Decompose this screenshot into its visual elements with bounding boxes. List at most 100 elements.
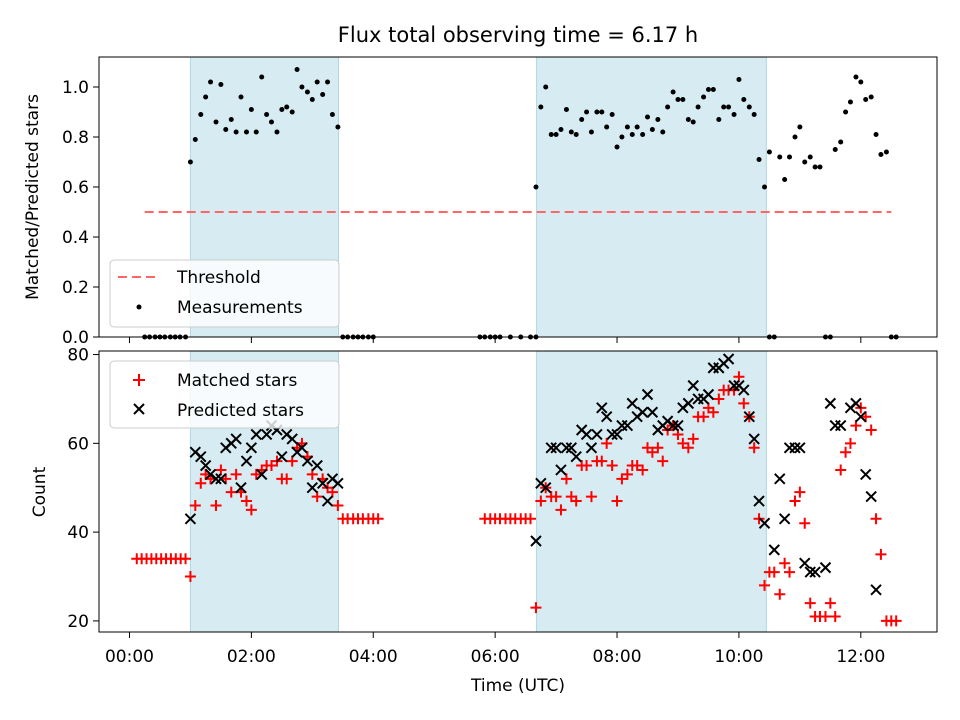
- top-legend: Threshold Measurements: [109, 259, 340, 328]
- predicted-star-point: [819, 561, 832, 574]
- x-axis-label: Time (UTC): [470, 676, 565, 696]
- measurement-point: [716, 117, 722, 122]
- threshold-legend-label: Threshold: [176, 268, 261, 288]
- y-tick-label: 0.6: [62, 178, 89, 198]
- matched-star-point: [311, 491, 323, 503]
- predicted-star-point: [743, 410, 755, 423]
- matched-star-point: [707, 406, 719, 418]
- measurement-point: [609, 112, 615, 117]
- predicted-star-point: [850, 397, 862, 410]
- x-tick-label: 02:00: [227, 647, 276, 667]
- measurement-point: [325, 79, 331, 85]
- predicted-star-point: [636, 406, 649, 418]
- top-legend-box: [109, 259, 340, 328]
- matched-star-point: [875, 548, 887, 560]
- predicted-star-point: [321, 495, 334, 507]
- y-tick-label: 60: [67, 434, 89, 454]
- predicted-star-point: [585, 442, 598, 454]
- predicted-star-point: [611, 428, 623, 441]
- matched-star-point: [748, 442, 760, 454]
- matched-star-point: [240, 495, 252, 507]
- measurement-point: [701, 94, 707, 100]
- bottom-y-axis-label: Count: [30, 466, 50, 517]
- predicted-star-point: [667, 419, 679, 432]
- x-tick-label: 00:00: [105, 647, 154, 667]
- predicted-star-point: [753, 495, 765, 507]
- measurement-point: [264, 112, 270, 117]
- predicted-star-point: [286, 433, 298, 445]
- matched-star-point: [245, 504, 257, 516]
- measurement-point: [568, 129, 574, 135]
- measurement-point: [710, 87, 716, 92]
- matched-star-point: [835, 464, 847, 476]
- matched-star-point: [759, 579, 771, 591]
- predicted-star-point: [545, 442, 557, 454]
- matched-star-point: [281, 473, 293, 485]
- measurement-point: [553, 132, 559, 137]
- predicted-star-point: [728, 379, 740, 392]
- matched-star-point: [596, 455, 608, 467]
- matched-star-point: [195, 477, 207, 489]
- measurement-point: [335, 124, 341, 130]
- matched-star-point: [733, 371, 745, 383]
- measurement-point: [645, 114, 651, 120]
- predicted-star-point: [672, 419, 684, 432]
- measurement-point: [624, 124, 630, 130]
- matched-star-point: [372, 513, 384, 525]
- predicted-star-point: [316, 477, 329, 489]
- matched-star-point: [570, 495, 582, 507]
- predicted-star-point: [768, 544, 780, 556]
- y-tick-label: 40: [67, 523, 89, 543]
- predicted-star-point: [301, 455, 314, 467]
- measurement-point: [812, 164, 818, 170]
- matched-star-point: [560, 473, 572, 485]
- measurement-point: [675, 97, 681, 102]
- measurement-point: [777, 154, 783, 160]
- measurement-point: [843, 109, 849, 115]
- measurement-point: [726, 104, 732, 110]
- measurement-point: [248, 107, 254, 112]
- measurement-point: [756, 157, 762, 162]
- measurement-point: [268, 119, 274, 125]
- predicted-star-point: [560, 442, 573, 454]
- matched-star-point: [581, 460, 593, 472]
- predicted-star-point: [250, 428, 262, 441]
- predicted-legend-label: Predicted stars: [177, 401, 304, 421]
- bottom-y-axis: 20 40 60 80: [67, 346, 99, 632]
- matched-star-point: [774, 588, 786, 600]
- measurement-point: [259, 74, 265, 80]
- predicted-star-point: [794, 442, 806, 454]
- measurement-point: [329, 112, 335, 117]
- predicted-star-point: [834, 419, 847, 432]
- measurement-point: [883, 149, 889, 155]
- predicted-star-point: [565, 442, 578, 454]
- matched-star-point: [789, 495, 801, 507]
- bottom-x-axis: 00:00 02:00 04:00 06:00 08:00 10:00 12:00: [105, 632, 885, 667]
- predicted-star-point: [235, 482, 247, 494]
- predicted-star-point: [311, 459, 323, 472]
- measurement-point: [233, 129, 239, 135]
- predicted-star-point: [199, 459, 212, 472]
- predicted-star-point: [530, 535, 542, 547]
- measurement-point: [274, 129, 280, 135]
- measurement-point: [878, 152, 884, 157]
- matched-star-point: [840, 446, 852, 458]
- measurement-point: [863, 97, 869, 102]
- y-tick-label: 0.2: [62, 278, 89, 298]
- measurement-point: [787, 154, 793, 160]
- measurement-point: [695, 104, 701, 110]
- measurement-point: [573, 132, 579, 137]
- predicted-star-point: [626, 397, 638, 410]
- measurement-point: [670, 89, 676, 95]
- measurement-point: [558, 127, 564, 132]
- predicted-star-point: [682, 397, 695, 410]
- measurement-point: [563, 107, 569, 112]
- matched-star-point: [306, 468, 318, 480]
- predicted-star-point: [332, 477, 344, 489]
- matched-star-point: [794, 486, 806, 498]
- matched-star-point: [601, 437, 613, 449]
- measurement-point: [294, 67, 300, 72]
- measurement-point: [746, 104, 752, 110]
- predicted-star-point: [276, 450, 288, 463]
- y-tick-label: 0.0: [62, 328, 89, 348]
